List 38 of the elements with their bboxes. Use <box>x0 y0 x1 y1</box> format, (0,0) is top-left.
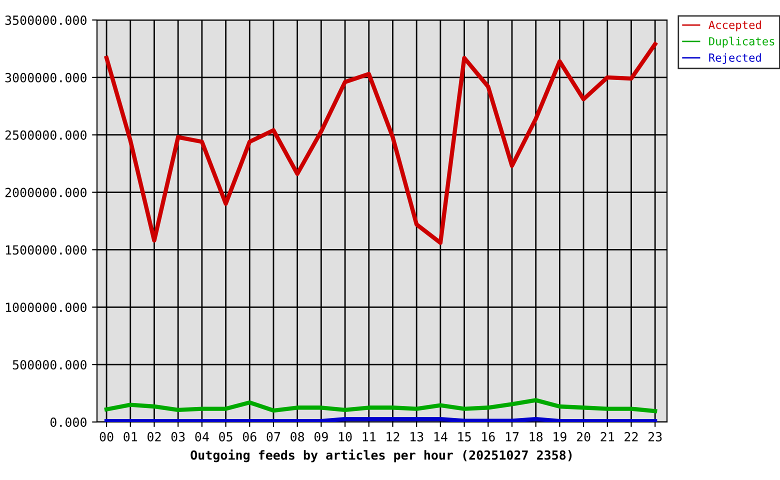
x-tick-label: 17 <box>506 432 519 442</box>
x-tick-label: 18 <box>530 432 543 442</box>
legend-label: Duplicates <box>709 36 774 48</box>
y-tick-label: 3500000.000 <box>5 16 86 25</box>
legend-label: Rejected <box>709 53 761 64</box>
x-axis-title: Outgoing feeds by articles per hour (20251027 2358) <box>190 449 572 462</box>
x-tick-label: 10 <box>339 432 352 442</box>
x-tick-label: 14 <box>434 432 448 442</box>
x-tick-label: 21 <box>600 432 614 442</box>
x-tick-label: 00 <box>100 432 114 442</box>
legend-label: Accepted <box>708 20 761 32</box>
x-tick-label: 11 <box>362 432 376 442</box>
y-tick-label: 3000000.000 <box>5 72 86 82</box>
x-tick-label: 06 <box>242 432 256 442</box>
x-tick-label: 16 <box>482 432 495 442</box>
x-tick-label: 01 <box>124 432 138 442</box>
x-tick-label: 02 <box>148 432 161 442</box>
x-tick-label: 03 <box>171 432 185 442</box>
x-tick-label: 08 <box>290 432 304 442</box>
x-tick-label: 20 <box>576 432 590 442</box>
x-tick-label: 23 <box>648 432 662 442</box>
y-tick-label: 1000000.000 <box>6 302 86 312</box>
y-tick-label: 2000000.000 <box>5 188 86 198</box>
x-tick-label: 15 <box>458 432 471 442</box>
x-tick-label: 07 <box>266 432 280 442</box>
x-tick-label: 04 <box>195 432 209 442</box>
x-tick-label: 05 <box>219 432 232 442</box>
y-tick-label: 1500000.000 <box>6 245 86 255</box>
y-tick-label: 500000.000 <box>12 360 86 370</box>
x-tick-label: 09 <box>314 432 328 442</box>
y-tick-label: 0.000 <box>50 418 86 427</box>
x-tick-label: 22 <box>624 432 638 442</box>
y-tick-label: 2500000.000 <box>5 130 86 140</box>
x-tick-label: 13 <box>410 432 424 442</box>
line-series <box>104 42 658 245</box>
x-tick-label: 12 <box>386 432 400 442</box>
x-tick-label: 19 <box>554 432 566 442</box>
line-series <box>104 398 658 414</box>
